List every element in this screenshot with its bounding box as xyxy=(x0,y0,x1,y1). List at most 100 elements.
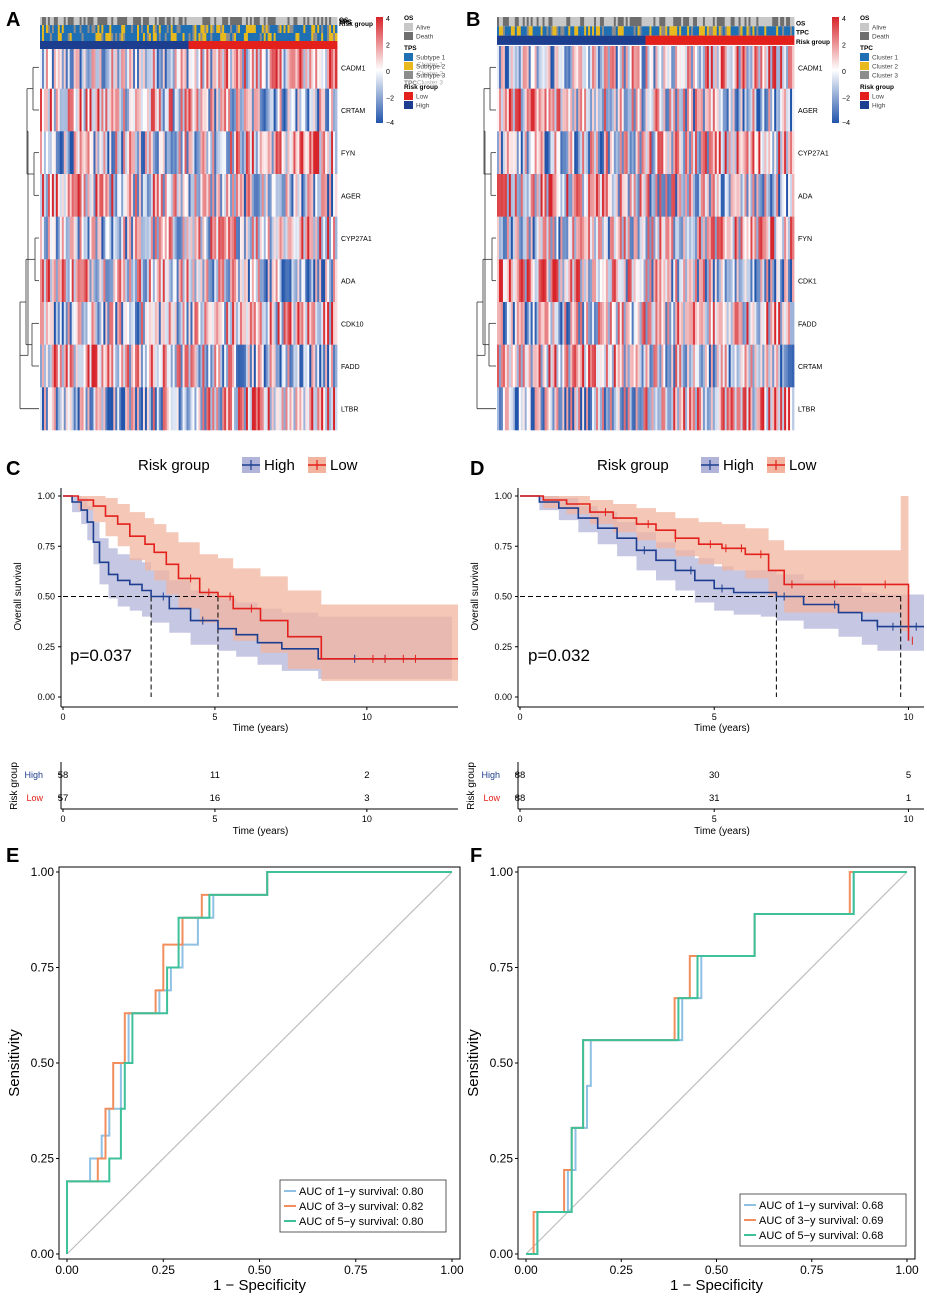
heatmap-cell xyxy=(297,259,300,303)
heatmap-cell xyxy=(241,88,245,132)
heatmap-cell xyxy=(742,344,745,388)
heatmap-cell xyxy=(708,259,712,303)
heatmap-cell xyxy=(83,174,86,217)
heatmap-cell xyxy=(722,88,726,132)
heatmap-cell xyxy=(532,174,536,217)
heatmap-cell xyxy=(99,302,102,345)
heatmap-cell xyxy=(554,259,557,303)
heatmap-cell xyxy=(637,88,640,132)
heatmap-cell xyxy=(283,387,286,431)
annotation-cell xyxy=(232,41,235,49)
heatmap-cell xyxy=(224,344,227,388)
annotation-cell xyxy=(196,41,199,49)
annotation-cell xyxy=(202,33,205,41)
heatmap-cell xyxy=(698,302,702,345)
heatmap-cell xyxy=(307,46,310,89)
annotation-cell xyxy=(718,35,722,45)
heatmap-cell xyxy=(665,259,668,303)
annotation-cell xyxy=(206,41,209,49)
annotation-cell xyxy=(675,26,678,36)
heatmap-cell xyxy=(301,216,304,260)
heatmap-cell xyxy=(607,216,611,260)
heatmap-cell xyxy=(279,302,282,345)
heatmap-cell xyxy=(117,344,120,388)
heatmap-cell xyxy=(241,131,245,175)
annotation-cell xyxy=(97,33,100,41)
heatmap-cell xyxy=(560,344,563,388)
heatmap-cell xyxy=(597,88,601,132)
heatmap-cell xyxy=(105,216,108,260)
risk-count: 31 xyxy=(709,793,720,804)
heatmap-cell xyxy=(574,88,577,132)
heatmap-cell xyxy=(230,216,233,260)
heatmap-cell xyxy=(635,344,638,388)
heatmap-cell xyxy=(154,387,158,431)
heatmap-cell xyxy=(263,88,267,132)
heatmap-cell xyxy=(726,344,730,388)
annotation-cell xyxy=(637,35,640,45)
heatmap-cell xyxy=(631,88,635,132)
heatmap-cell xyxy=(607,88,611,132)
heatmap-cell xyxy=(47,174,51,217)
heatmap-cell xyxy=(633,387,636,431)
heatmap-cell xyxy=(182,216,185,260)
heatmap-cell xyxy=(748,344,751,388)
annotation-cell xyxy=(277,41,280,49)
heatmap-cell xyxy=(576,174,579,217)
heatmap-cell xyxy=(582,46,585,89)
heatmap-cell xyxy=(732,387,735,431)
heatmap-cell xyxy=(601,302,605,345)
heatmap-cell xyxy=(696,387,700,431)
annotation-cell xyxy=(740,35,743,45)
heatmap-cell xyxy=(780,259,783,303)
annotation-cell xyxy=(617,35,621,45)
heatmap-cell xyxy=(200,259,203,303)
heatmap-cell xyxy=(637,216,640,260)
heatmap-cell xyxy=(174,46,178,89)
annotation-cell xyxy=(77,41,80,49)
heatmap-cell xyxy=(40,302,43,345)
heatmap-cell xyxy=(269,302,273,345)
heatmap-cell xyxy=(293,88,296,132)
annotation-cell xyxy=(142,41,146,49)
heatmap-cell xyxy=(724,131,728,175)
heatmap-cell xyxy=(714,131,718,175)
heatmap-cells xyxy=(40,46,338,431)
heatmap-cell xyxy=(123,174,126,217)
annotation-cell xyxy=(220,33,223,41)
annotation-cell xyxy=(156,33,160,41)
annotation-cell xyxy=(621,17,625,27)
heatmap-cell xyxy=(214,131,217,175)
heatmap-cell xyxy=(588,174,591,217)
heatmap-cell xyxy=(107,46,110,89)
heatmap-cell xyxy=(629,302,633,345)
annotation-cell xyxy=(75,25,79,33)
annotation-cell xyxy=(588,26,591,36)
heatmap-cell xyxy=(105,387,108,431)
heatmap-cell xyxy=(629,46,633,89)
heatmap-cell xyxy=(568,259,571,303)
heatmap-cell xyxy=(562,46,565,89)
heatmap-cell xyxy=(49,302,53,345)
heatmap-cell xyxy=(776,46,779,89)
heatmap-cell xyxy=(97,174,100,217)
heatmap-cell xyxy=(281,344,284,388)
heatmap-cell xyxy=(200,131,203,175)
heatmap-cell xyxy=(40,216,43,260)
heatmap-cell xyxy=(502,302,506,345)
annotation-cell xyxy=(241,25,245,33)
heatmap-cell xyxy=(247,174,251,217)
heatmap-cell xyxy=(502,88,506,132)
heatmap-cell xyxy=(617,344,621,388)
heatmap-cell xyxy=(115,344,118,388)
heatmap-cell xyxy=(584,131,587,175)
heatmap-cell xyxy=(601,387,605,431)
annotation-cell xyxy=(186,17,189,25)
heatmap-cell xyxy=(156,46,160,89)
heatmap-cell xyxy=(123,88,126,132)
heatmap-cell xyxy=(59,216,63,260)
heatmap-cell xyxy=(588,259,591,303)
heatmap-cell xyxy=(706,88,710,132)
heatmap-cell xyxy=(607,259,611,303)
annotation-cell xyxy=(236,33,239,41)
